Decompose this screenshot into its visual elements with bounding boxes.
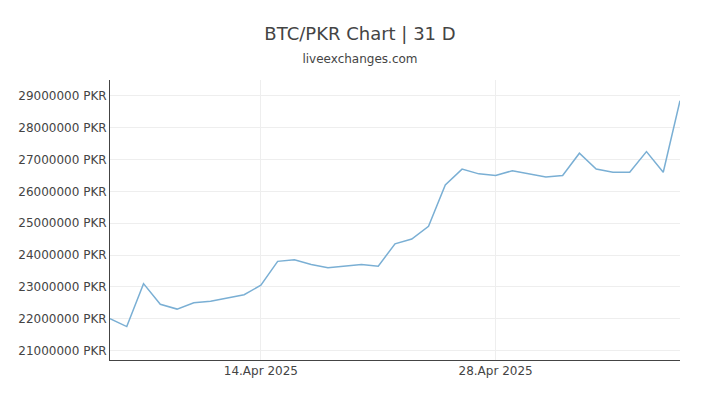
svg-text:BTC/PKR Chart | 31 D: BTC/PKR Chart | 31 D (264, 23, 455, 44)
svg-text:14.Apr 2025: 14.Apr 2025 (224, 364, 298, 378)
svg-text:25000000 PKR: 25000000 PKR (18, 216, 106, 230)
svg-text:21000000 PKR: 21000000 PKR (18, 344, 106, 358)
svg-text:23000000 PKR: 23000000 PKR (18, 280, 106, 294)
svg-text:28000000 PKR: 28000000 PKR (18, 121, 106, 135)
svg-text:27000000 PKR: 27000000 PKR (18, 153, 106, 167)
svg-text:liveexchanges.com: liveexchanges.com (302, 52, 417, 66)
svg-text:28.Apr 2025: 28.Apr 2025 (458, 364, 532, 378)
svg-text:29000000 PKR: 29000000 PKR (18, 89, 106, 103)
svg-text:26000000 PKR: 26000000 PKR (18, 185, 106, 199)
svg-text:22000000 PKR: 22000000 PKR (18, 312, 106, 326)
svg-text:24000000 PKR: 24000000 PKR (18, 248, 106, 262)
